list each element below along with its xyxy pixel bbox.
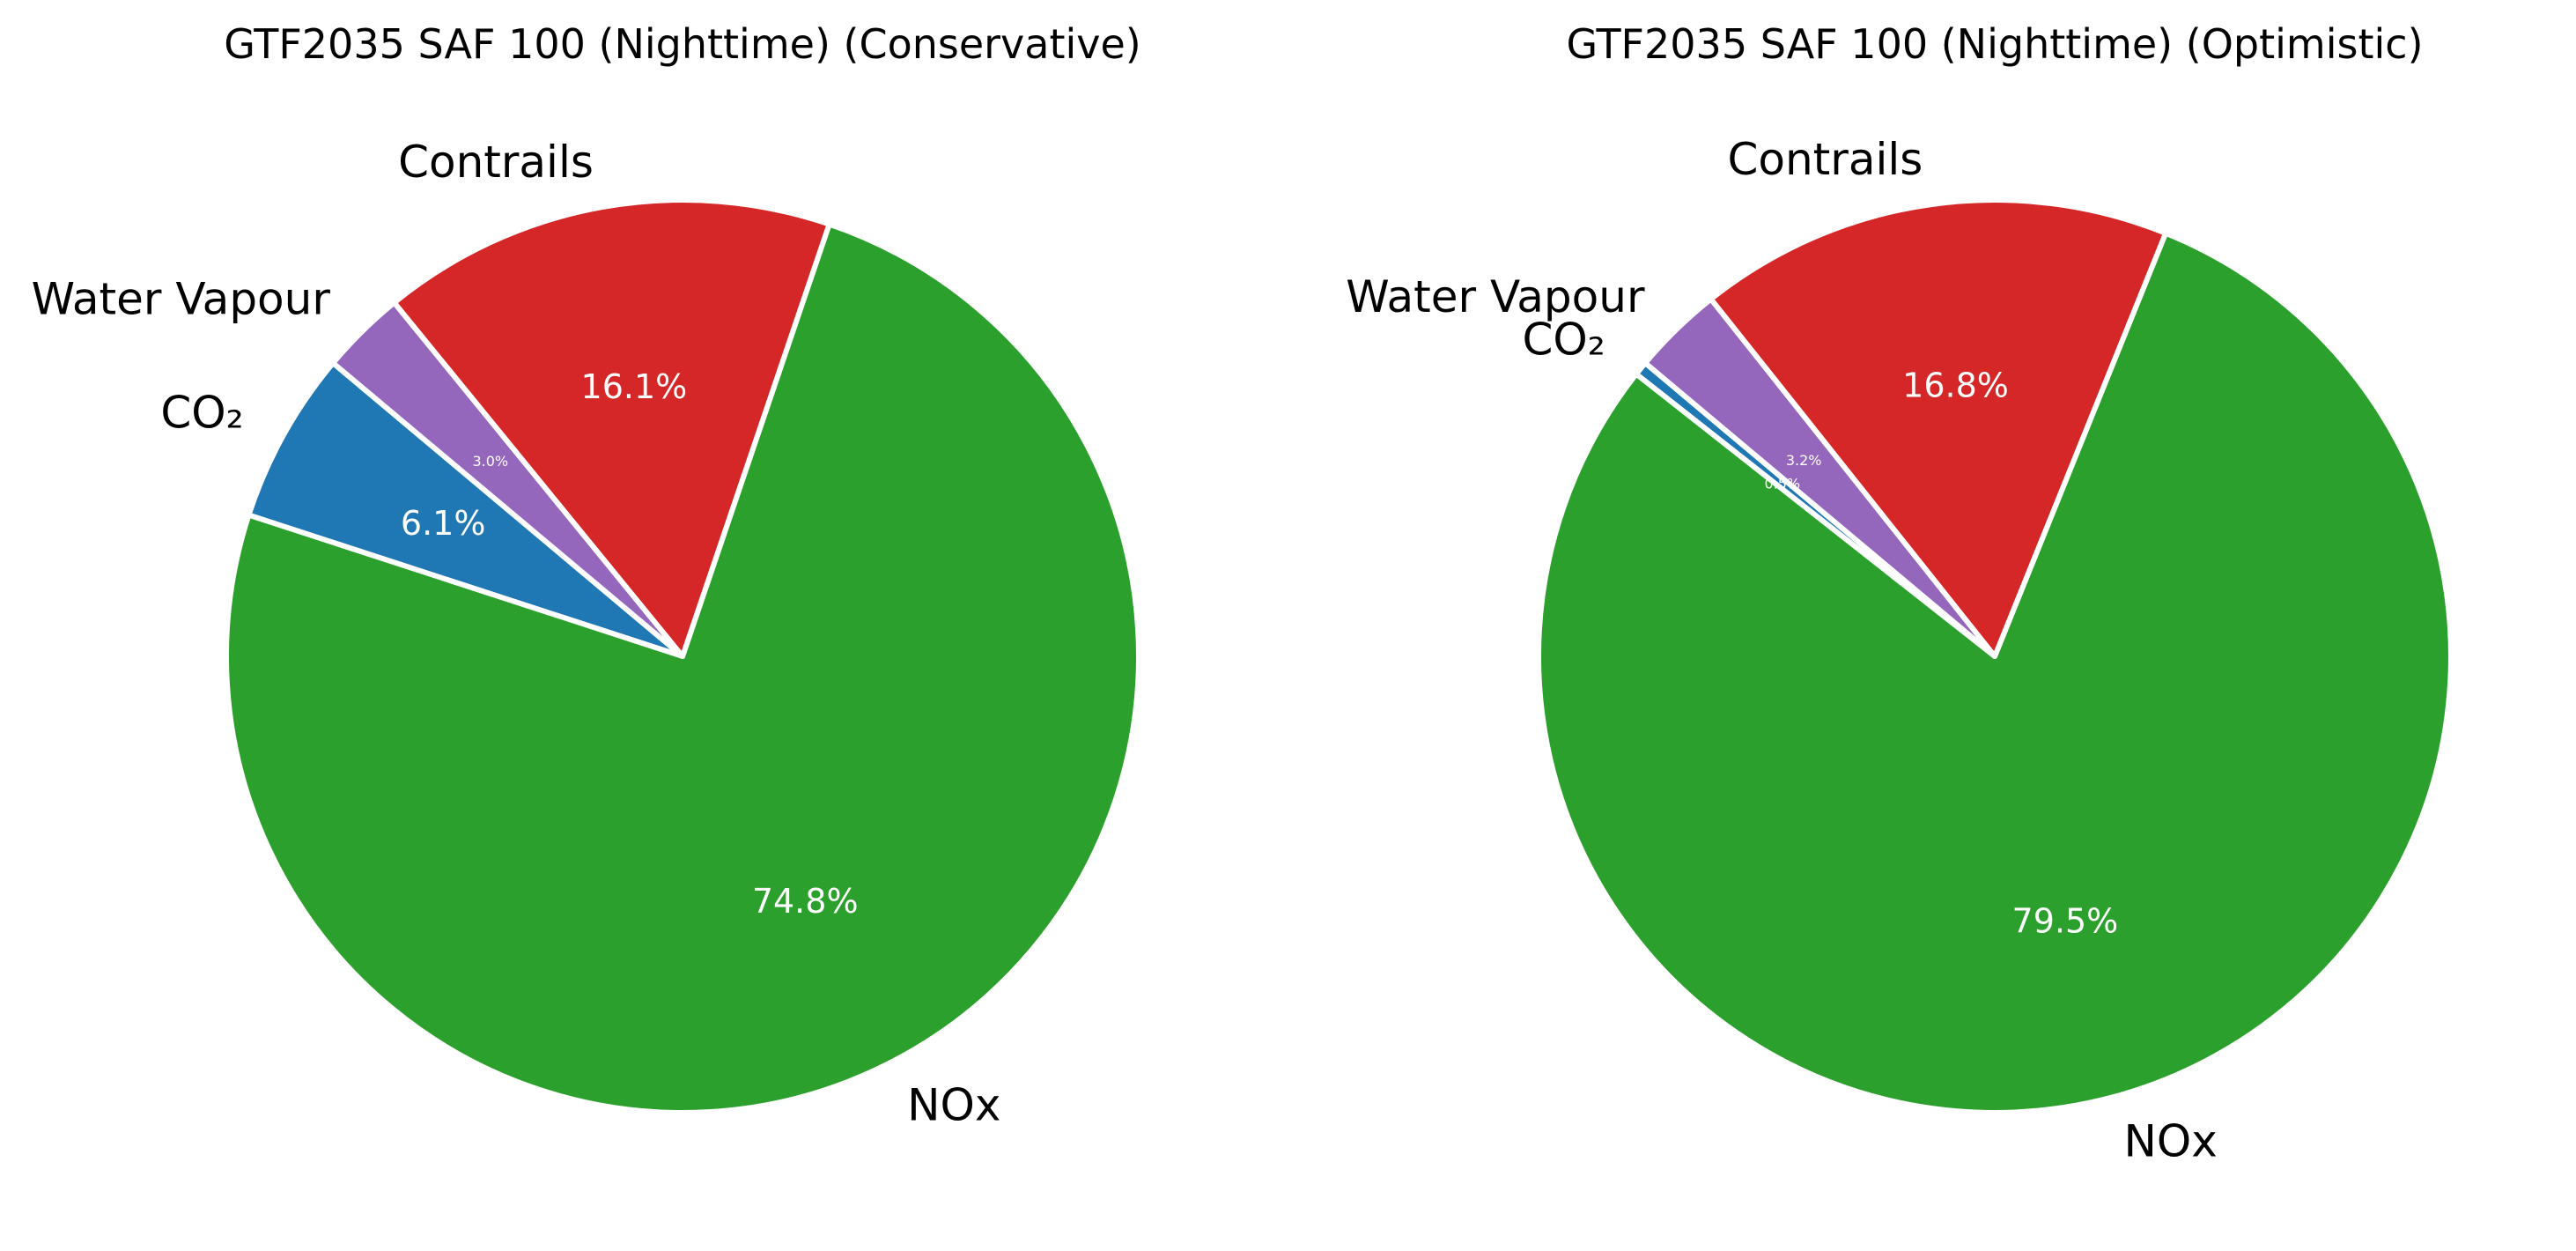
pct-label-nox: 79.5% [2012, 901, 2119, 940]
slice-co [246, 360, 685, 659]
slice-water-vapour [330, 300, 685, 659]
chart-title-conservative: GTF2035 SAF 100 (Nighttime) (Conservativ… [224, 20, 1141, 68]
pie-chart-optimistic: GTF2035 SAF 100 (Nighttime) (Optimistic)… [1346, 20, 2454, 1167]
slice-label-contrails: Contrails [398, 137, 594, 188]
slice-label-nox: NOx [2124, 1116, 2218, 1167]
slice-water-vapour [1642, 296, 1997, 659]
pct-label-co: 6.1% [401, 504, 486, 543]
slice-label-water-vapour: Water Vapour [32, 273, 331, 324]
slice-label-water-vapour: Water Vapour [1346, 271, 1645, 322]
slice-label-contrails: Contrails [1727, 134, 1923, 185]
slice-label-co: CO₂ [1522, 315, 1605, 366]
slice-contrails [391, 197, 832, 659]
pct-label-nox: 74.8% [752, 882, 859, 921]
pct-label-contrails: 16.8% [1902, 366, 2009, 404]
slice-label-nox: NOx [907, 1080, 1000, 1131]
pie-chart-conservative: GTF2035 SAF 100 (Nighttime) (Conservativ… [32, 20, 1141, 1131]
slice-contrails [1708, 197, 2169, 659]
pct-label-contrails: 16.1% [581, 367, 688, 406]
pct-label-water-vapour: 3.0% [472, 453, 508, 470]
slice-label-co: CO₂ [160, 388, 243, 439]
slice-nox [224, 221, 1141, 1115]
pct-label-water-vapour: 3.2% [1786, 452, 1822, 469]
slice-nox [1536, 230, 2454, 1115]
chart-title-optimistic: GTF2035 SAF 100 (Nighttime) (Optimistic) [1566, 20, 2423, 68]
pct-label-co: 0.5% [1764, 476, 1800, 492]
